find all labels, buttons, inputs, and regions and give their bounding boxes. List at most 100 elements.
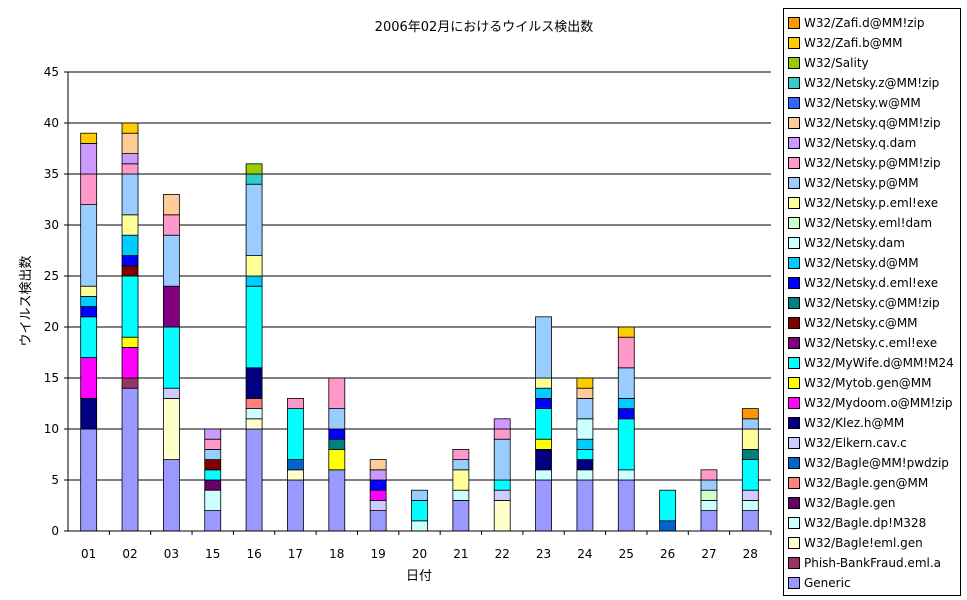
bar-segment <box>369 499 387 511</box>
bar-segment <box>204 448 222 460</box>
legend-swatch <box>788 297 800 309</box>
bar-segment <box>162 387 180 399</box>
legend-item: W32/Bagle.gen@MM <box>788 473 928 493</box>
legend-item: W32/Netsky.d.eml!exe <box>788 273 938 293</box>
legend-swatch <box>788 37 800 49</box>
y-tick-label: 25 <box>44 269 59 283</box>
legend-swatch <box>788 437 800 449</box>
bar-segment <box>369 489 387 501</box>
bar-segment <box>162 214 180 236</box>
legend-swatch <box>788 17 800 29</box>
legend-label: W32/Bagle.dp!M328 <box>804 516 927 530</box>
legend-label: W32/Mytob.gen@MM <box>804 376 932 390</box>
bar-segment <box>121 122 139 134</box>
bar-segment <box>741 459 759 491</box>
legend-swatch <box>788 537 800 549</box>
legend-label: W32/Zafi.d@MM!zip <box>804 16 925 30</box>
bar-segment <box>452 499 470 532</box>
bar-segment <box>535 448 552 471</box>
bar-segment <box>535 377 552 389</box>
bar-segment <box>162 234 180 287</box>
bar-segment <box>80 204 98 287</box>
legend-swatch <box>788 117 800 129</box>
legend-item: W32/Klez.h@MM <box>788 413 904 433</box>
bar-segment <box>576 469 594 481</box>
y-tick-label: 35 <box>44 167 59 181</box>
y-tick-label: 30 <box>44 218 59 232</box>
y-tick-label: 40 <box>44 116 59 130</box>
legend-swatch <box>788 237 800 249</box>
bar-segment <box>493 489 511 501</box>
bar-segment <box>452 448 470 460</box>
bar-segment <box>245 418 263 430</box>
legend-item: W32/Netsky.d@MM <box>788 253 919 273</box>
bar-segment <box>659 520 677 532</box>
legend-swatch <box>788 417 800 429</box>
x-tick-label: 22 <box>495 547 510 561</box>
legend-swatch <box>788 457 800 469</box>
bar-segment <box>741 408 759 420</box>
bar-segment <box>576 418 594 440</box>
bar-segment <box>535 397 552 409</box>
legend-label: W32/Netsky.d.eml!exe <box>804 276 939 290</box>
bar-segment <box>80 285 98 297</box>
bar-segment <box>121 336 139 348</box>
legend-item: W32/Netsky.q.dam <box>788 133 916 153</box>
bar-segment <box>204 428 222 440</box>
x-tick-label: 15 <box>205 547 220 561</box>
legend: W32/Zafi.d@MM!zip W32/Zafi.b@MM W32/Sality… <box>783 8 961 596</box>
bar-segment <box>411 499 428 522</box>
bar-segment <box>700 510 718 532</box>
x-tick-label: 26 <box>660 547 675 561</box>
bar-segment <box>576 459 594 471</box>
bar-segment <box>452 469 470 491</box>
legend-label: W32/Bagle.gen@MM <box>804 476 929 490</box>
bar-segment <box>204 510 222 532</box>
bar-segment <box>162 397 180 460</box>
bar-segment <box>204 438 222 450</box>
legend-label: W32/Netsky.d@MM <box>804 256 919 270</box>
bar-segment <box>535 316 552 379</box>
legend-label: W32/MyWife.d@MM!M24 <box>804 356 954 370</box>
bar-segment <box>617 397 635 409</box>
bar-segment <box>121 153 139 165</box>
legend-label: W32/Netsky.z@MM!zip <box>804 76 940 90</box>
legend-swatch <box>788 137 800 149</box>
legend-label: W32/Netsky.q.dam <box>804 136 917 150</box>
legend-label: W32/Bagle@MM!pwdzip <box>804 456 949 470</box>
bar-segment <box>576 387 594 399</box>
bar-segment <box>741 489 759 501</box>
bar-segment <box>121 214 139 236</box>
bar-segment <box>576 377 594 389</box>
bar-segment <box>741 499 759 511</box>
bar-segment <box>121 234 139 256</box>
bar-segment <box>328 428 346 440</box>
bar-segment <box>493 428 511 440</box>
bar-segment <box>121 173 139 216</box>
x-tick-label: 19 <box>371 547 386 561</box>
legend-label: Generic <box>804 576 851 590</box>
bar-segment <box>287 408 304 461</box>
x-tick-label: 01 <box>81 547 96 561</box>
bar-segment <box>121 255 139 267</box>
legend-swatch <box>788 157 800 169</box>
x-tick-label: 17 <box>288 547 303 561</box>
legend-item: W32/Mydoom.o@MM!zip <box>788 393 953 413</box>
x-tick-label: 03 <box>164 547 179 561</box>
legend-swatch <box>788 317 800 329</box>
legend-label: W32/Netsky.dam <box>804 236 905 250</box>
bar-segment <box>245 408 263 420</box>
bar-segment <box>617 326 635 338</box>
bar-segment <box>80 173 98 206</box>
legend-swatch <box>788 377 800 389</box>
bar-segment <box>535 438 552 450</box>
bar-segment <box>700 469 718 481</box>
bar-segment <box>80 357 98 399</box>
bar-segment <box>245 397 263 409</box>
bar-segment <box>369 479 387 491</box>
bar-segment <box>617 469 635 481</box>
x-tick-label: 27 <box>701 547 716 561</box>
axes: 0 5 10 15 20 25 30 35 40 45 01 02 03 15 16 17 18 19 20 21 22… <box>44 65 772 561</box>
legend-item: W32/Netsky.c@MM!zip <box>788 293 940 313</box>
bar-segment <box>328 377 346 410</box>
